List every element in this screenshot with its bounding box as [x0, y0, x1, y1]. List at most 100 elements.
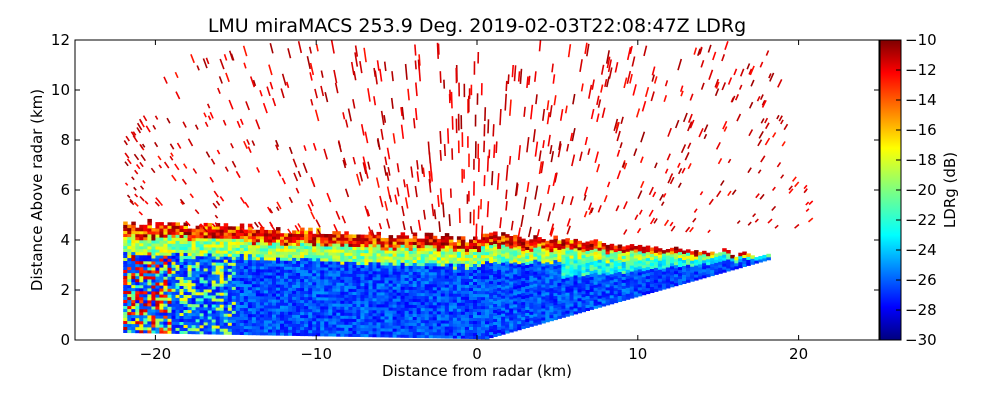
ldr-cell — [227, 226, 233, 230]
ldr-cell — [147, 266, 152, 271]
ldr-cell — [167, 240, 172, 244]
ldr-cell — [473, 314, 478, 318]
ldr-cell — [678, 248, 683, 253]
ldr-cell — [143, 290, 148, 295]
ldr-cell — [549, 248, 554, 253]
ldr-cell — [432, 301, 438, 306]
ldr-cell — [135, 236, 140, 241]
ldr-cell — [268, 287, 273, 291]
ldr-cell — [464, 305, 470, 309]
ldr-cell — [537, 246, 542, 250]
ldr-cell — [263, 286, 269, 291]
ldr-cell — [412, 289, 418, 293]
ldr-cell — [127, 296, 132, 301]
ldr-cell — [392, 304, 398, 308]
ldr-cell — [408, 247, 414, 251]
ldr-cell — [416, 298, 422, 303]
ldr-cell — [489, 256, 494, 261]
ldr-cell — [352, 318, 357, 322]
ldr-cell — [372, 246, 377, 251]
ldr-cell — [436, 262, 442, 267]
ldr-cell — [316, 320, 321, 325]
ldr-cell — [167, 303, 172, 307]
ldr-cell — [448, 275, 454, 279]
ldr-cell — [364, 303, 369, 308]
ldr-cell — [163, 291, 168, 295]
ldr-cell — [722, 269, 727, 273]
ldr-cell — [284, 281, 289, 285]
echo-dash — [511, 64, 514, 78]
ldr-cell — [211, 283, 217, 287]
ldr-cell — [376, 237, 381, 242]
ldr-cell — [505, 330, 510, 334]
ldr-cell — [657, 254, 663, 258]
ldr-cell — [308, 314, 313, 319]
ldr-cell — [304, 230, 309, 235]
ldr-cell — [501, 238, 506, 242]
ldr-cell — [288, 323, 293, 327]
ldr-cell — [537, 318, 542, 322]
ldr-cell — [428, 310, 434, 315]
ldr-cell — [577, 297, 582, 302]
ldr-cell — [284, 326, 289, 330]
ldr-cell — [400, 310, 406, 314]
ldr-cell — [444, 260, 450, 264]
ldr-cell — [489, 328, 494, 333]
ldr-cell — [300, 248, 305, 253]
ldr-cell — [440, 251, 446, 255]
echo-dash — [505, 189, 508, 200]
ldr-cell — [493, 252, 498, 256]
ldr-cell — [525, 264, 530, 268]
ldr-cell — [231, 235, 237, 239]
ldr-cell — [452, 329, 458, 333]
ldr-cell — [207, 223, 213, 227]
ldr-cell — [557, 246, 562, 250]
ldr-cell — [545, 288, 550, 293]
ldr-cell — [477, 239, 482, 244]
echo-dash — [508, 155, 512, 165]
ldr-cell — [722, 263, 727, 267]
ldr-cell — [239, 235, 245, 239]
echo-dash — [783, 123, 789, 131]
ldr-cell — [665, 273, 671, 277]
ldr-cell — [179, 276, 184, 280]
ldr-cell — [280, 239, 285, 243]
echo-dash — [139, 185, 145, 190]
ldr-cell — [489, 250, 494, 255]
ldr-cell — [553, 313, 558, 318]
ldr-cell — [388, 244, 394, 248]
ldr-cell — [219, 325, 225, 329]
ldr-cell — [633, 252, 639, 256]
ldr-cell — [481, 299, 486, 304]
ldr-cell — [159, 270, 164, 274]
ldr-cell — [135, 233, 140, 238]
ldr-cell — [179, 285, 184, 289]
ldr-cell — [549, 242, 554, 247]
ldr-cell — [235, 229, 241, 233]
echo-dash — [475, 223, 478, 241]
ldr-cell — [364, 270, 369, 275]
ldr-cell — [235, 280, 241, 284]
ldr-cell — [380, 312, 385, 317]
ldr-cell — [247, 292, 253, 297]
ldr-cell — [460, 302, 466, 306]
echo-dash — [693, 47, 698, 55]
ldr-cell — [509, 275, 514, 279]
ldr-cell — [388, 259, 394, 263]
ldr-cell — [698, 257, 703, 262]
ldr-cell — [428, 334, 434, 339]
ldr-cell — [460, 245, 466, 249]
ldr-cell — [364, 246, 369, 251]
ldr-cell — [211, 247, 217, 251]
ldr-cell — [219, 304, 225, 308]
ldr-cell — [706, 252, 711, 257]
ldr-cell — [272, 308, 277, 312]
ldr-cell — [247, 307, 253, 312]
ldr-cell — [621, 258, 627, 262]
ldr-cell — [328, 291, 333, 295]
ldr-cell — [167, 267, 172, 271]
echo-dash — [722, 120, 728, 130]
ldr-cell — [497, 332, 502, 336]
ldr-cell — [139, 269, 144, 274]
ldr-cell — [380, 249, 385, 254]
